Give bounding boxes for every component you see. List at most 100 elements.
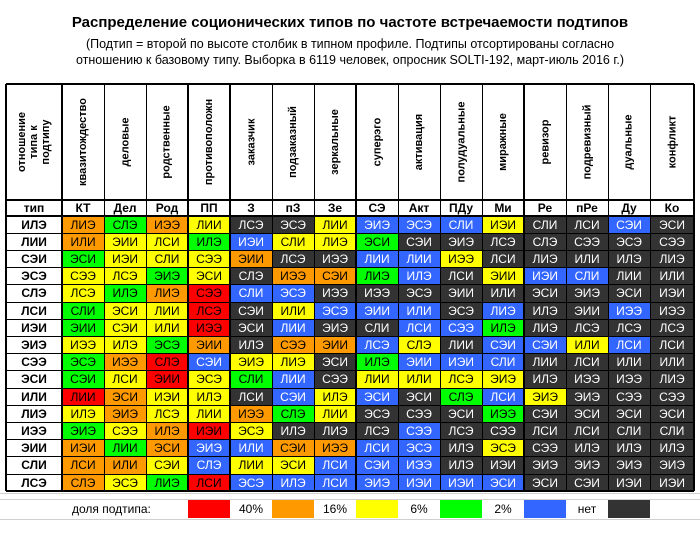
table-cell: ЭСЭ [104,474,146,492]
table-cell: ЭСЭ [188,370,230,388]
column-header-label: подревизный [581,104,593,180]
table-cell: ИЛЭ [272,422,314,440]
legend-swatch [608,500,650,519]
column-header-1: квазитождество [62,84,104,200]
table-cell: СЭИ [272,439,314,457]
table-cell: ЛИЭ [146,474,188,492]
table-cell: ЛИЭ [650,370,694,388]
table-cell: ИЭИ [482,216,524,234]
table-cell: ИЭИ [188,422,230,440]
table-cell: СЛЭ [272,405,314,423]
table-cell: ИЭИ [230,233,272,251]
table-cell: ЭСЭ [608,233,650,251]
row-type-label: ЭИЭ [21,337,47,352]
grid-line-row [6,421,694,423]
grid-line-vertical [397,84,399,492]
table-cell: ЭИЭ [650,456,694,474]
table-cell: ИЭЭ [650,302,694,320]
table-cell: ЛИИ [608,267,650,285]
table-cell: ЛИИ [230,456,272,474]
table-cell: ЛИИ [188,216,230,234]
table-cell: ЭСИ [608,284,650,302]
sheet-gridline [0,519,700,521]
column-header-label: родственные [161,105,174,179]
legend-value: 2% [494,502,512,517]
subtitle-line-1: (Подтип = второй по высоте столбик в тип… [85,37,615,51]
table-cell: ЛИЭ [146,284,188,302]
table-cell: СЛЭ [188,456,230,474]
column-header-label: деловые [119,117,131,167]
row-type-label: ЛИЭ [21,406,47,421]
table-cell: ЛИИ [188,405,230,423]
table-cell: СЛЭ [146,353,188,371]
table-cell: СЭИ [146,456,188,474]
table-cell: ЭСИ [482,474,524,492]
table-cell: ЛСЭ [608,319,650,337]
table-cell: ЛСЭ [566,319,608,337]
grid-line-vertical [439,84,441,492]
column-header-4: противоположн [188,84,230,200]
table-cell: ЛИИ [356,250,398,268]
table-cell: ЛИИ [356,370,398,388]
table-cell: ИЭЭ [314,250,356,268]
table-cell: ИЛЭ [104,284,146,302]
column-code: Род [155,201,179,215]
table-cell: ЛСЭ [188,302,230,320]
table-cell: ЛСИ [398,319,440,337]
column-header-5: заказчик [230,84,272,200]
table-cell: ЛИЭ [524,250,566,268]
column-header-7: зеркальные [314,84,356,200]
column-header-15: конфликт [650,84,694,200]
table-cell: ИЛЭ [146,422,188,440]
table-cell: ИЛЭ [524,302,566,320]
table-cell: СЛЭ [230,267,272,285]
table-cell: ЭСЭ [356,405,398,423]
column-header-10: полудуальные [440,84,482,200]
table-cell: СЛИ [146,250,188,268]
table-cell: ЭИИ [314,336,356,354]
table-cell: ЛСИ [650,336,694,354]
table-cell: ЛСЭ [440,370,482,388]
table-cell: ЛСИ [608,336,650,354]
table-cell: ЛИЭ [314,233,356,251]
table-cell: ЛСИ [104,370,146,388]
table-cell: ЛИЭ [356,267,398,285]
row-type-label: ЛИИ [21,234,47,249]
table-cell: СЛИ [566,267,608,285]
table-cell: ИЛИ [566,250,608,268]
table-cell: ЭИИ [146,370,188,388]
table-cell: ЛСИ [440,267,482,285]
table-cell: ЛСИ [62,456,104,474]
table-cell: ЛИИ [398,250,440,268]
table-cell: ЭИИ [188,336,230,354]
table-cell: ИЭИ [146,388,188,406]
table-cell: СЛЭ [104,216,146,234]
table-cell: ЛСЭ [62,284,104,302]
grid-line-vertical [607,84,609,492]
column-code: ПДу [449,201,473,215]
table-cell: ЭСЭ [62,353,104,371]
legend-swatch [440,500,482,519]
table-cell: СЭЭ [104,422,146,440]
row-type-label: ИЛИ [21,389,47,404]
grid-line-horizontal [6,215,694,217]
row-type-label: ЭСИ [21,372,47,387]
table-cell: ЛСЭ [104,267,146,285]
table-cell: ЛИИ [524,353,566,371]
table-cell: СЭИ [524,405,566,423]
table-cell: СЛЭ [440,388,482,406]
row-type-label: СЛИ [21,458,47,473]
table-cell: ИЛИ [146,319,188,337]
table-cell: ИЭИ [440,353,482,371]
table-cell: ЛСЭ [356,422,398,440]
grid-line-row [6,232,694,234]
table-cell: СЭЭ [272,336,314,354]
column-code: Ре [537,201,553,215]
table-cell: ЛСИ [566,216,608,234]
table-cell: ИЛЭ [356,353,398,371]
table-cell: СЭИ [356,456,398,474]
table-cell: ИЭЭ [314,284,356,302]
table-cell: СЭИ [104,319,146,337]
table-cell: ИЭЭ [62,336,104,354]
table-cell: ЭИЭ [146,267,188,285]
